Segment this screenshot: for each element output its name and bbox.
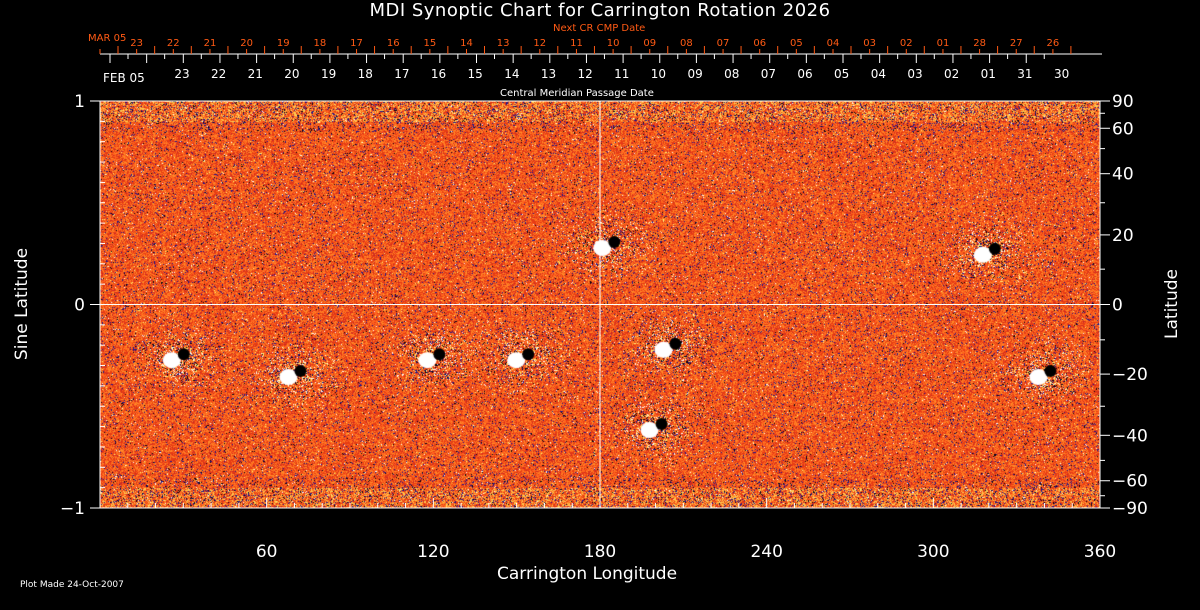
y-tick-label-right: −20 [1112,365,1148,385]
cmp-date: 04 [871,67,886,81]
cmp-date: 30 [1054,67,1069,81]
cmp-date: 05 [834,67,849,81]
next-cr-date: 08 [680,38,693,49]
x-tick-label: 180 [584,542,616,562]
cmp-date: 19 [321,67,336,81]
y-tick-label-left: 1 [74,92,85,112]
cmp-date: 13 [541,67,556,81]
chart-title: MDI Synoptic Chart for Carrington Rotati… [369,0,831,21]
cmp-date: FEB 05 [103,71,145,85]
cmp-date: 22 [211,67,226,81]
y-tick-label-right: 90 [1112,92,1134,112]
cmp-date: 16 [431,67,446,81]
cmp-date: 23 [174,67,189,81]
next-cr-date: 23 [130,38,143,49]
next-cr-date: 13 [497,38,510,49]
next-cr-date: 21 [204,38,217,49]
cmp-date: 08 [724,67,739,81]
next-cr-date: 03 [863,38,876,49]
y-tick-label-left: −1 [60,499,85,519]
next-cr-date: 01 [937,38,950,49]
y-tick-label-right: 0 [1112,296,1123,316]
cmp-date: 09 [687,67,702,81]
cmp-date: 02 [944,67,959,81]
x-axis-label: Carrington Longitude [497,564,678,584]
y-tick-label-right: 20 [1112,226,1134,246]
next-cr-cmp-date-label: Next CR CMP Date [553,23,646,34]
next-cr-date: 19 [277,38,290,49]
next-cr-date: 15 [423,38,436,49]
next-cr-date: 02 [900,38,913,49]
cmp-date: 18 [358,67,373,81]
next-cr-date: 10 [607,38,620,49]
next-cr-date: 18 [314,38,327,49]
y-tick-label-right: 40 [1112,165,1134,185]
y-tick-label-right: −90 [1112,499,1148,519]
plot-made-date: Plot Made 24-Oct-2007 [20,580,124,590]
y-tick-label-right: −40 [1112,426,1148,446]
y-tick-label-right: 60 [1112,119,1134,139]
next-cr-date: 17 [350,38,363,49]
cmp-date: 31 [1017,67,1032,81]
sine-latitude-label: Sine Latitude [12,247,32,361]
cmp-date: 01 [981,67,996,81]
next-cr-date: 20 [240,38,253,49]
cmp-date-label: Central Meridian Passage Date [500,88,654,99]
x-tick-label: 240 [750,542,782,562]
next-cr-date: 14 [460,38,473,49]
cmp-date: 20 [284,67,299,81]
latitude-label: Latitude [1162,269,1182,339]
next-cr-date: 07 [717,38,730,49]
next-cr-date: 12 [533,38,546,49]
x-tick-label: 360 [1084,542,1116,562]
next-cr-date: 05 [790,38,803,49]
cmp-date: 07 [761,67,776,81]
next-cr-date: 04 [827,38,840,49]
cmp-date: 10 [651,67,666,81]
next-cr-date: 22 [167,38,180,49]
cmp-date: 11 [614,67,629,81]
y-tick-label-left: 0 [74,296,85,316]
next-cr-date: 06 [753,38,766,49]
next-cr-date: 26 [1047,38,1060,49]
x-tick-label: 60 [256,542,278,562]
cmp-date: 21 [248,67,263,81]
cmp-date: 15 [468,67,483,81]
y-tick-label-right: −60 [1112,472,1148,492]
next-cr-date: 27 [1010,38,1023,49]
next-cr-date: MAR 05 [88,33,126,44]
x-tick-label: 300 [917,542,949,562]
cmp-date: 06 [797,67,812,81]
cmp-date: 17 [394,67,409,81]
x-tick-label: 120 [417,542,449,562]
next-cr-date: 28 [973,38,986,49]
next-cr-date: 11 [570,38,583,49]
next-cr-date: 09 [643,38,656,49]
next-cr-date: 16 [387,38,400,49]
cmp-date: 03 [907,67,922,81]
cmp-date: 12 [578,67,593,81]
cmp-date: 14 [504,67,519,81]
